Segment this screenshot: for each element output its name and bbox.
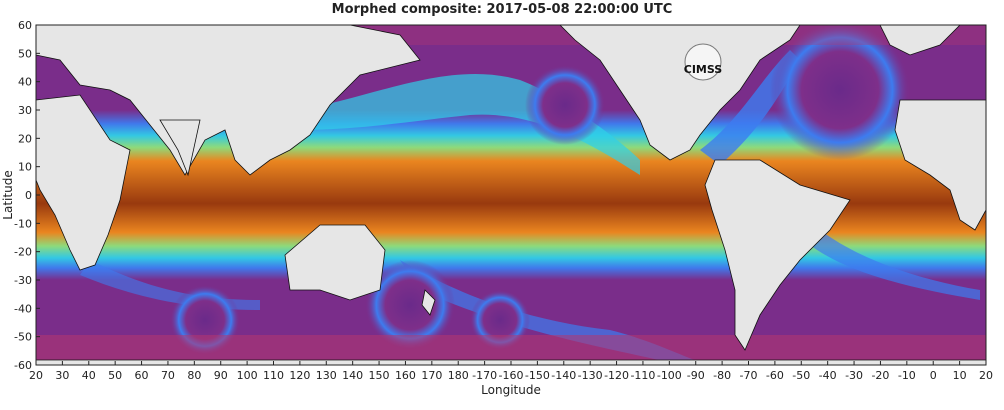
y-tick-label: -30 [14,274,32,287]
x-tick-label: 140 [342,369,363,382]
x-tick-label: -50 [792,369,810,382]
x-tick-label: 180 [448,369,469,382]
y-tick-label: 10 [18,161,32,174]
y-axis-label: Latitude [1,170,15,219]
x-tick-label: 110 [263,369,284,382]
x-tick-label: -90 [687,369,705,382]
y-tick-label: -10 [14,217,32,230]
landmass-australia [284,224,386,301]
x-tick-label: -30 [845,369,863,382]
x-tick-label: -80 [713,369,731,382]
landmass-india [159,119,201,177]
x-tick-label: -140 [551,369,576,382]
cimss-logo: CIMSS [684,43,723,81]
x-tick-label: -120 [604,369,629,382]
landmass-greenland [879,25,961,56]
x-tick-label: -60 [766,369,784,382]
x-tick-label: -40 [819,369,837,382]
x-tick-label: 30 [55,369,69,382]
y-tick-label: 20 [18,132,32,145]
x-tick-label: 130 [316,369,337,382]
y-tick-label: -60 [14,359,32,372]
y-tick-label: 50 [18,47,32,60]
x-tick-label: 40 [82,369,96,382]
y-tick-label: -20 [14,246,32,259]
x-tick-label: 0 [930,369,937,382]
landmass-south-america [704,159,851,351]
x-tick-label: -110 [630,369,655,382]
x-tick-label: 120 [289,369,310,382]
x-tick-label: -160 [499,369,524,382]
x-tick-label: 70 [161,369,175,382]
x-tick-label: 10 [953,369,967,382]
x-tick-label: 160 [395,369,416,382]
y-tick-label: -50 [14,331,32,344]
x-tick-label: 100 [237,369,258,382]
x-tick-label: 150 [369,369,390,382]
map-title: Morphed composite: 2017-05-08 22:00:00 U… [331,2,673,17]
y-tick-label: 40 [18,76,32,89]
landmass-north-america [559,25,801,161]
x-tick-label: 170 [421,369,442,382]
x-axis-ticks: 20 30 40 50 60 70 80 90 100 110 120 130 140 150 160 170… [29,361,993,382]
y-axis-ticks: 60 50 40 30 20 10 0 -10 -20 -30 -40 -50 -60 [14,19,40,372]
landmass-africa [36,94,131,271]
x-tick-label: -100 [657,369,682,382]
x-tick-label: 80 [187,369,201,382]
x-tick-label: 20 [979,369,993,382]
x-tick-label: -20 [871,369,889,382]
x-tick-label: -150 [525,369,550,382]
x-axis-label: Longitude [481,383,541,397]
x-tick-label: -170 [472,369,497,382]
x-tick-label: 20 [29,369,43,382]
x-tick-label: -130 [578,369,603,382]
x-tick-label: -70 [740,369,758,382]
x-tick-label: 90 [214,369,228,382]
landmass-africa-west [894,99,986,231]
y-tick-label: 30 [18,104,32,117]
y-tick-label: 60 [18,19,32,32]
landmass-new-zealand [421,289,436,316]
logo-text: CIMSS [684,63,723,76]
y-tick-label: -40 [14,302,32,315]
x-tick-label: -10 [898,369,916,382]
landmass-eurasia [36,25,421,176]
x-tick-label: 50 [108,369,122,382]
y-tick-label: 0 [25,189,32,202]
x-tick-label: 60 [135,369,149,382]
